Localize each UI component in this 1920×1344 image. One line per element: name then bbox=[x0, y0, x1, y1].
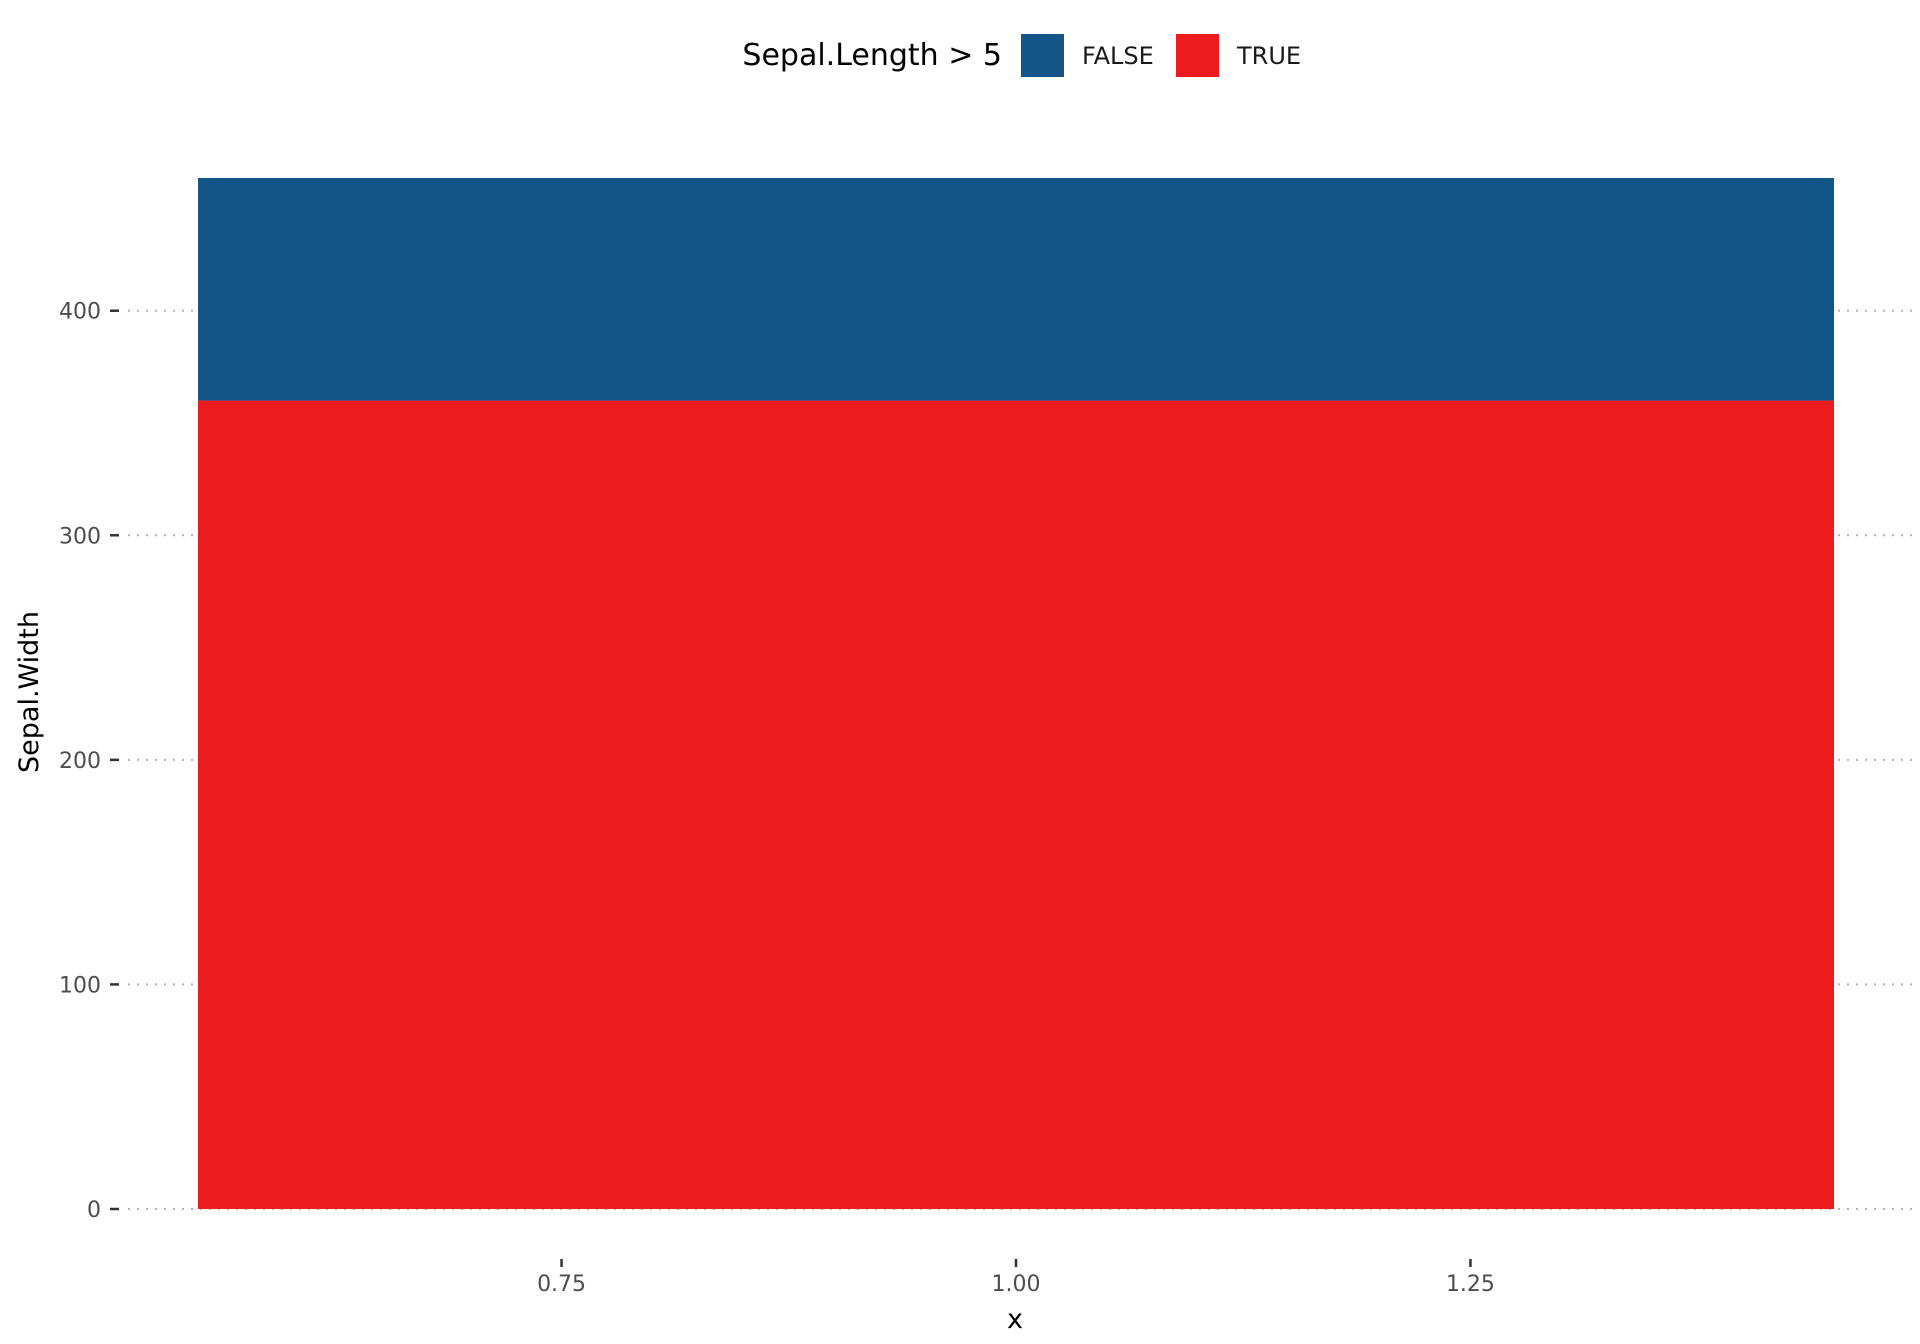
legend-label-false: FALSE bbox=[1082, 42, 1154, 70]
bar-segment-true bbox=[198, 400, 1834, 1209]
bar-segment-false bbox=[198, 178, 1834, 401]
y-axis: 0 100 200 300 400 bbox=[59, 300, 119, 1223]
y-tick-label: 0 bbox=[87, 1198, 101, 1223]
y-tick-label: 400 bbox=[59, 300, 101, 325]
x-axis-title: x bbox=[1007, 1304, 1023, 1335]
legend-entries: FALSE TRUE bbox=[1021, 34, 1301, 77]
bar-stack bbox=[198, 178, 1834, 1209]
y-axis-title: Sepal.Width bbox=[14, 611, 45, 773]
x-tick-label: 1.25 bbox=[1446, 1272, 1495, 1297]
legend: Sepal.Length > 5 FALSE TRUE bbox=[742, 34, 1301, 77]
y-tick-label: 300 bbox=[59, 524, 101, 549]
x-axis: 0.75 1.00 1.25 bbox=[537, 1259, 1495, 1297]
x-tick-label: 0.75 bbox=[537, 1272, 586, 1297]
y-tick-label: 200 bbox=[59, 749, 101, 774]
legend-key-false bbox=[1021, 34, 1064, 77]
legend-title: Sepal.Length > 5 bbox=[742, 38, 1002, 73]
legend-key-true bbox=[1176, 34, 1219, 77]
legend-label-true: TRUE bbox=[1236, 42, 1301, 70]
y-tick-label: 100 bbox=[59, 973, 101, 998]
x-tick-label: 1.00 bbox=[992, 1272, 1041, 1297]
